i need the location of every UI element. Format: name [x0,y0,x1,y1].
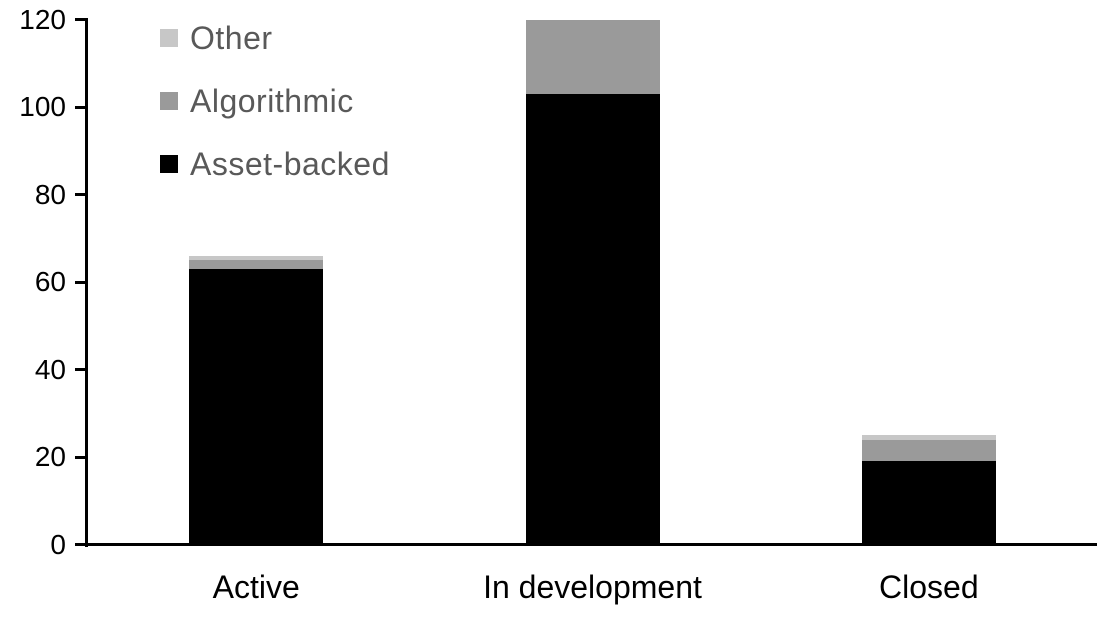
y-tick [75,18,85,21]
legend-label: Asset-backed [190,146,390,182]
x-axis-line [85,543,1097,546]
y-tick-label: 20 [34,441,66,472]
bar-segment [189,268,324,545]
bar-segment [189,255,324,261]
legend-item: Algorithmic [160,84,354,118]
y-tick-label: 120 [19,3,66,35]
y-tick [75,105,85,109]
bar-segment [525,19,660,94]
bar-segment [189,260,324,269]
y-tick-label: 100 [19,91,66,122]
y-tick-label: 0 [50,528,66,560]
bar-segment [861,461,996,545]
y-tick-label: 80 [34,178,66,210]
legend-label: Algorithmic [190,83,354,119]
y-tick [75,280,85,284]
legend-swatch [160,29,178,47]
y-axis-line [85,18,88,547]
bar-segment [861,439,996,462]
bar-segment [525,93,660,545]
y-tick-label: 40 [34,353,66,385]
x-category-label: In development [483,569,702,605]
y-tick [75,193,85,196]
y-tick [75,543,85,546]
legend-label: Other [190,20,273,56]
bar-segment [861,435,996,440]
y-tick [75,455,85,459]
y-tick [75,368,85,371]
legend-item: Asset-backed [160,147,390,181]
legend-swatch [160,92,178,110]
y-tick-label: 60 [34,266,66,297]
legend-swatch [160,155,178,173]
legend-item: Other [160,21,273,55]
x-category-label: Closed [879,569,979,605]
x-category-label: Active [212,569,300,605]
